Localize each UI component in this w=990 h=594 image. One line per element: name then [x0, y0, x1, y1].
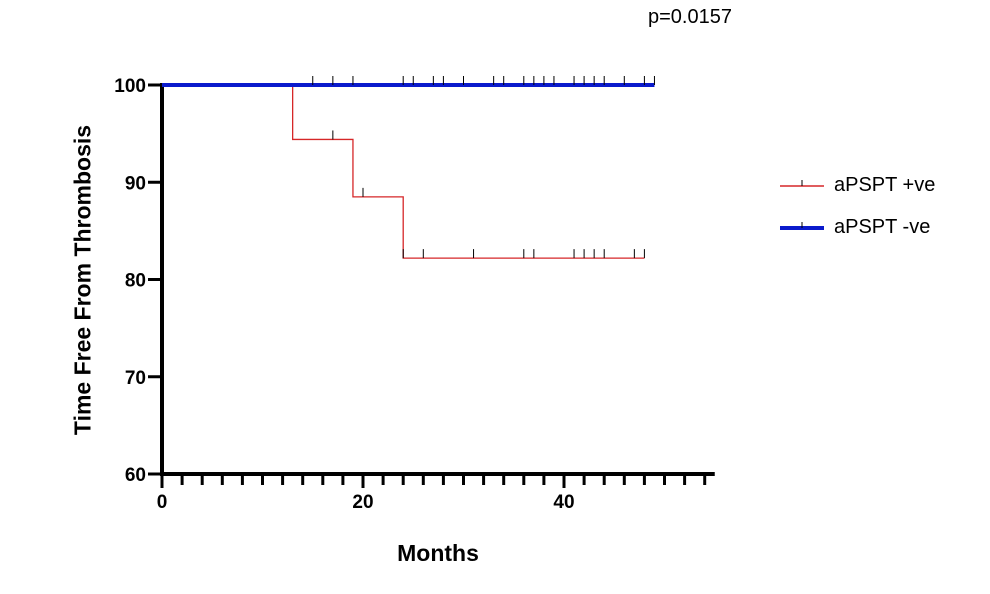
x-tick-label: 40 [553, 492, 574, 513]
legend-swatch-positive [780, 180, 824, 187]
series-line-positive [162, 84, 645, 259]
y-tick-label: 80 [125, 271, 146, 292]
legend-item-negative: aPSPT -ve [780, 214, 980, 256]
legend: aPSPT +ve aPSPT -ve [780, 172, 980, 256]
legend-label-positive: aPSPT +ve [834, 174, 936, 196]
legend-swatch-negative [780, 222, 824, 230]
x-axis-label: Months [397, 540, 479, 566]
p-value-annotation: p=0.0157 [648, 6, 732, 28]
y-axis-label: Time Free From Thrombosis [69, 124, 96, 436]
legend-label-negative: aPSPT -ve [834, 216, 931, 238]
x-tick-label: 20 [352, 492, 373, 513]
legend-item-positive: aPSPT +ve [780, 172, 980, 214]
y-tick-label: 90 [125, 173, 146, 194]
y-tick-label: 100 [114, 76, 146, 97]
x-tick-label: 0 [157, 492, 168, 513]
y-tick-label: 60 [125, 465, 146, 486]
y-tick-label: 70 [125, 368, 146, 389]
